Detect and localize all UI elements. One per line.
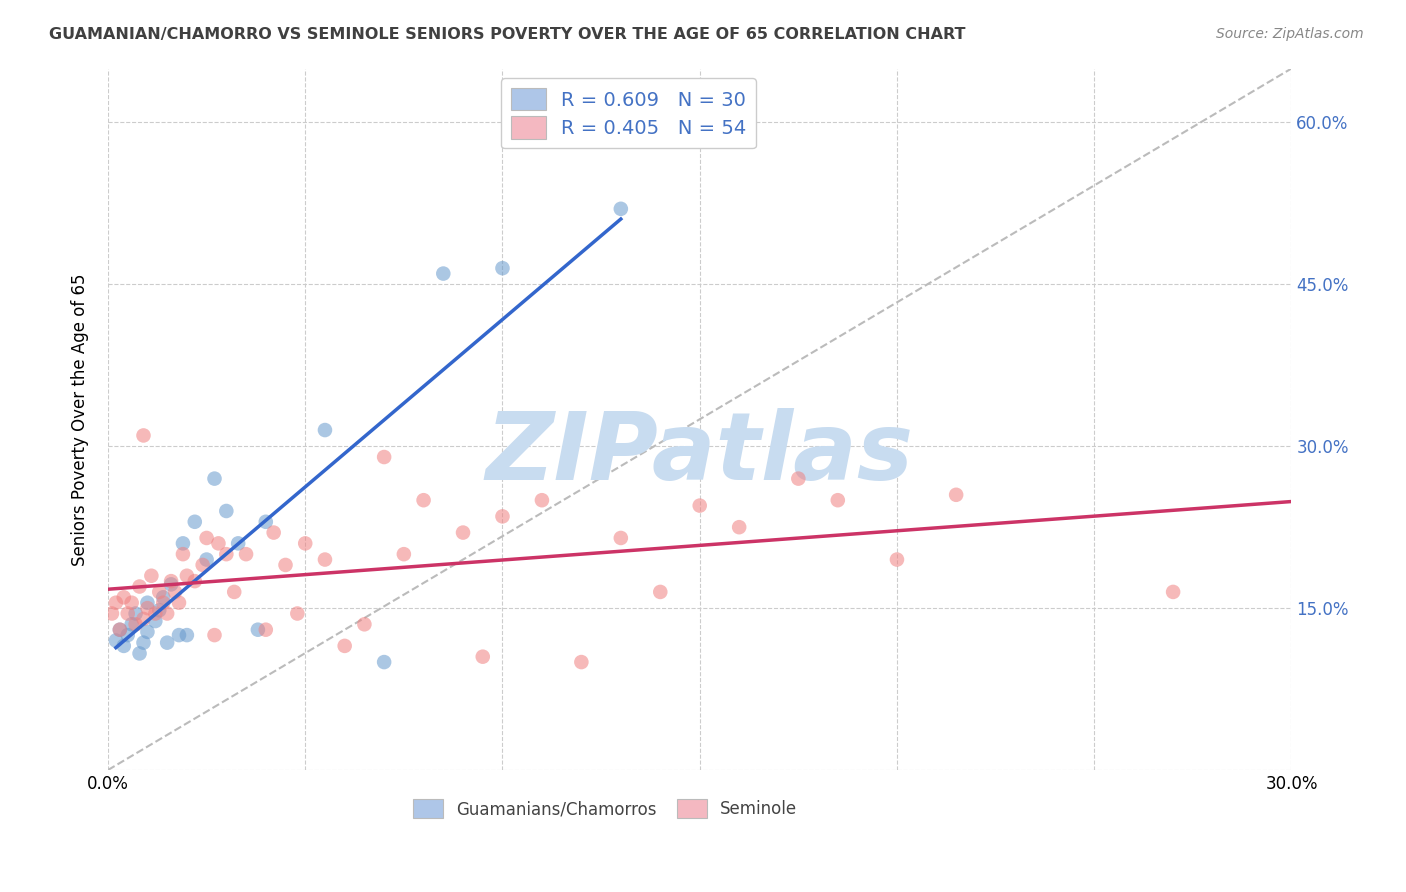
Point <box>104 596 127 610</box>
Point <box>471 649 494 664</box>
Point <box>172 536 194 550</box>
Point <box>121 617 143 632</box>
Point <box>195 552 218 566</box>
Point <box>610 531 633 545</box>
Point <box>353 617 375 632</box>
Point <box>143 607 166 621</box>
Point <box>176 568 198 582</box>
Point <box>373 655 395 669</box>
Point <box>167 596 190 610</box>
Point <box>165 585 187 599</box>
Point <box>373 450 395 464</box>
Point <box>569 655 592 669</box>
Point <box>101 607 124 621</box>
Point <box>112 591 135 605</box>
Legend: Guamanians/Chamorros, Seminole: Guamanians/Chamorros, Seminole <box>406 792 804 825</box>
Point <box>207 536 229 550</box>
Point <box>254 515 277 529</box>
Point <box>124 617 146 632</box>
Point <box>124 607 146 621</box>
Point <box>728 520 751 534</box>
Point <box>160 577 183 591</box>
Point <box>195 531 218 545</box>
Point <box>167 628 190 642</box>
Point <box>235 547 257 561</box>
Point <box>148 603 170 617</box>
Point <box>128 580 150 594</box>
Point <box>392 547 415 561</box>
Point <box>294 536 316 550</box>
Point <box>412 493 434 508</box>
Point <box>128 647 150 661</box>
Text: Source: ZipAtlas.com: Source: ZipAtlas.com <box>1216 27 1364 41</box>
Point <box>314 423 336 437</box>
Point <box>176 628 198 642</box>
Point <box>886 552 908 566</box>
Point <box>117 628 139 642</box>
Point <box>148 585 170 599</box>
Point <box>285 607 308 621</box>
Point <box>827 493 849 508</box>
Point <box>254 623 277 637</box>
Point <box>274 558 297 572</box>
Point <box>184 574 207 589</box>
Point <box>156 607 179 621</box>
Point <box>204 472 226 486</box>
Point <box>108 623 131 637</box>
Point <box>132 428 155 442</box>
Point <box>112 639 135 653</box>
Text: ZIPatlas: ZIPatlas <box>485 409 914 500</box>
Y-axis label: Seniors Poverty Over the Age of 65: Seniors Poverty Over the Age of 65 <box>72 273 89 566</box>
Point <box>121 596 143 610</box>
Point <box>191 558 214 572</box>
Point <box>650 585 672 599</box>
Point <box>945 488 967 502</box>
Point <box>117 607 139 621</box>
Point <box>136 596 159 610</box>
Point <box>246 623 269 637</box>
Point <box>132 612 155 626</box>
Point <box>215 547 238 561</box>
Point <box>215 504 238 518</box>
Point <box>1161 585 1184 599</box>
Point <box>136 624 159 639</box>
Point <box>263 525 285 540</box>
Point <box>224 585 246 599</box>
Point <box>530 493 553 508</box>
Point <box>152 596 174 610</box>
Point <box>314 552 336 566</box>
Point <box>491 261 513 276</box>
Point <box>156 635 179 649</box>
Point <box>136 601 159 615</box>
Point <box>108 623 131 637</box>
Point <box>141 568 163 582</box>
Point <box>787 472 810 486</box>
Point <box>184 515 207 529</box>
Point <box>152 591 174 605</box>
Point <box>491 509 513 524</box>
Point <box>172 547 194 561</box>
Point <box>689 499 711 513</box>
Text: GUAMANIAN/CHAMORRO VS SEMINOLE SENIORS POVERTY OVER THE AGE OF 65 CORRELATION CH: GUAMANIAN/CHAMORRO VS SEMINOLE SENIORS P… <box>49 27 966 42</box>
Point <box>333 639 356 653</box>
Point <box>132 635 155 649</box>
Point <box>451 525 474 540</box>
Point <box>104 633 127 648</box>
Point <box>204 628 226 642</box>
Point <box>226 536 249 550</box>
Point <box>610 202 633 216</box>
Point <box>143 614 166 628</box>
Point <box>432 267 454 281</box>
Point <box>160 574 183 589</box>
